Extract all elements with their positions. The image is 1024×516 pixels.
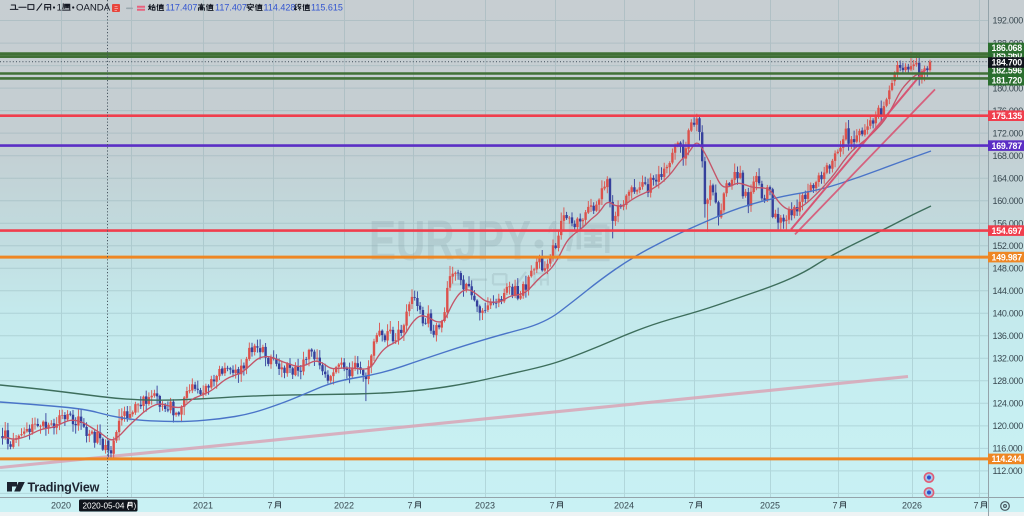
svg-text:164.000: 164.000 xyxy=(993,173,1024,183)
svg-text:115.615: 115.615 xyxy=(311,3,343,13)
svg-text:7: 7 xyxy=(407,501,412,511)
svg-text:152.000: 152.000 xyxy=(993,241,1024,251)
svg-text:114.244: 114.244 xyxy=(992,454,1022,464)
svg-text:OANDA: OANDA xyxy=(76,2,111,13)
svg-text:7: 7 xyxy=(688,501,693,511)
svg-text:7: 7 xyxy=(267,501,272,511)
svg-text:148.000: 148.000 xyxy=(993,263,1024,273)
svg-text:172.000: 172.000 xyxy=(993,128,1024,138)
svg-text:182.596: 182.596 xyxy=(992,66,1023,76)
svg-text:116.000: 116.000 xyxy=(993,444,1023,454)
svg-text:144.000: 144.000 xyxy=(993,286,1024,296)
svg-text:117.407: 117.407 xyxy=(215,3,247,13)
svg-text:117.407: 117.407 xyxy=(166,3,198,13)
svg-text:2020: 2020 xyxy=(51,501,71,511)
svg-text:184.700: 184.700 xyxy=(992,58,1023,68)
svg-text:186.068: 186.068 xyxy=(992,43,1023,53)
svg-text:EURJPY: EURJPY xyxy=(369,209,531,273)
svg-text:2024: 2024 xyxy=(614,501,634,511)
svg-text:154.697: 154.697 xyxy=(992,226,1023,236)
svg-text:TradingView: TradingView xyxy=(28,481,100,495)
svg-text:168.000: 168.000 xyxy=(993,151,1024,161)
svg-text:124.000: 124.000 xyxy=(993,399,1024,409)
svg-text:7: 7 xyxy=(973,501,978,511)
svg-text:192.000: 192.000 xyxy=(993,16,1024,26)
svg-text:185.560: 185.560 xyxy=(992,50,1023,60)
svg-text:2020-05-04 (: 2020-05-04 ( xyxy=(83,502,130,511)
svg-text:7: 7 xyxy=(549,501,554,511)
svg-text:2021: 2021 xyxy=(193,501,213,511)
svg-text:112.000: 112.000 xyxy=(993,466,1023,476)
svg-text:180.000: 180.000 xyxy=(993,83,1024,93)
svg-text:2022: 2022 xyxy=(334,501,354,511)
svg-text:120.000: 120.000 xyxy=(993,421,1024,431)
svg-text:149.987: 149.987 xyxy=(992,252,1023,262)
svg-text:160.000: 160.000 xyxy=(993,196,1024,206)
svg-text:2025: 2025 xyxy=(760,501,780,511)
svg-text:169.787: 169.787 xyxy=(992,141,1023,151)
svg-text:2026: 2026 xyxy=(902,501,922,511)
svg-text:156.000: 156.000 xyxy=(993,218,1024,228)
svg-text:1: 1 xyxy=(57,2,62,13)
svg-text:2023: 2023 xyxy=(475,501,495,511)
svg-text:7: 7 xyxy=(832,501,837,511)
svg-text:136.000: 136.000 xyxy=(993,331,1024,341)
svg-text:140.000: 140.000 xyxy=(993,309,1024,319)
svg-text:175.135: 175.135 xyxy=(992,111,1023,121)
svg-text:): ) xyxy=(134,502,137,511)
svg-text:114.428: 114.428 xyxy=(264,3,296,13)
svg-text:132.000: 132.000 xyxy=(993,354,1024,364)
svg-text:128.000: 128.000 xyxy=(993,376,1024,386)
svg-text:181.720: 181.720 xyxy=(992,75,1023,85)
